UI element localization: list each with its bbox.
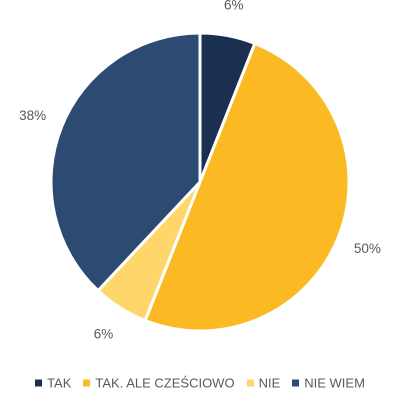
legend-label-tak: TAK bbox=[47, 375, 72, 391]
legend: TAK TAK. ALE CZEŚCIOWO NIE NIE WIEM bbox=[0, 376, 400, 391]
legend-swatch-nie-wiem bbox=[292, 379, 300, 387]
legend-label-nie-wiem: NIE WIEM bbox=[304, 375, 365, 391]
legend-swatch-nie bbox=[246, 379, 254, 387]
legend-item-nie: NIE bbox=[246, 375, 281, 391]
legend-item-nie-wiem: NIE WIEM bbox=[292, 376, 365, 391]
legend-swatch-tak-ale-czesciowo bbox=[83, 379, 91, 387]
legend-item-tak: TAK bbox=[35, 376, 71, 391]
pie-slices bbox=[49, 31, 351, 333]
data-label-tak-ale-czesciowo: 50% bbox=[354, 241, 381, 256]
data-label-nie: 6% bbox=[94, 326, 114, 341]
data-label-tak: 6% bbox=[224, 0, 244, 13]
data-label-nie-wiem: 38% bbox=[19, 108, 46, 123]
legend-label-nie: NIE bbox=[258, 375, 281, 391]
legend-swatch-tak bbox=[35, 379, 43, 387]
legend-label-tak-ale-czesciowo: TAK. ALE CZEŚCIOWO bbox=[95, 375, 235, 391]
pie-slice-nie-wiem bbox=[49, 31, 202, 293]
pie-slice-tak-ale-czesciowo bbox=[143, 41, 351, 333]
data-labels: 6% 50% 6% 38% bbox=[19, 0, 381, 341]
legend-item-tak-ale-czesciowo: TAK. ALE CZEŚCIOWO bbox=[83, 375, 235, 391]
